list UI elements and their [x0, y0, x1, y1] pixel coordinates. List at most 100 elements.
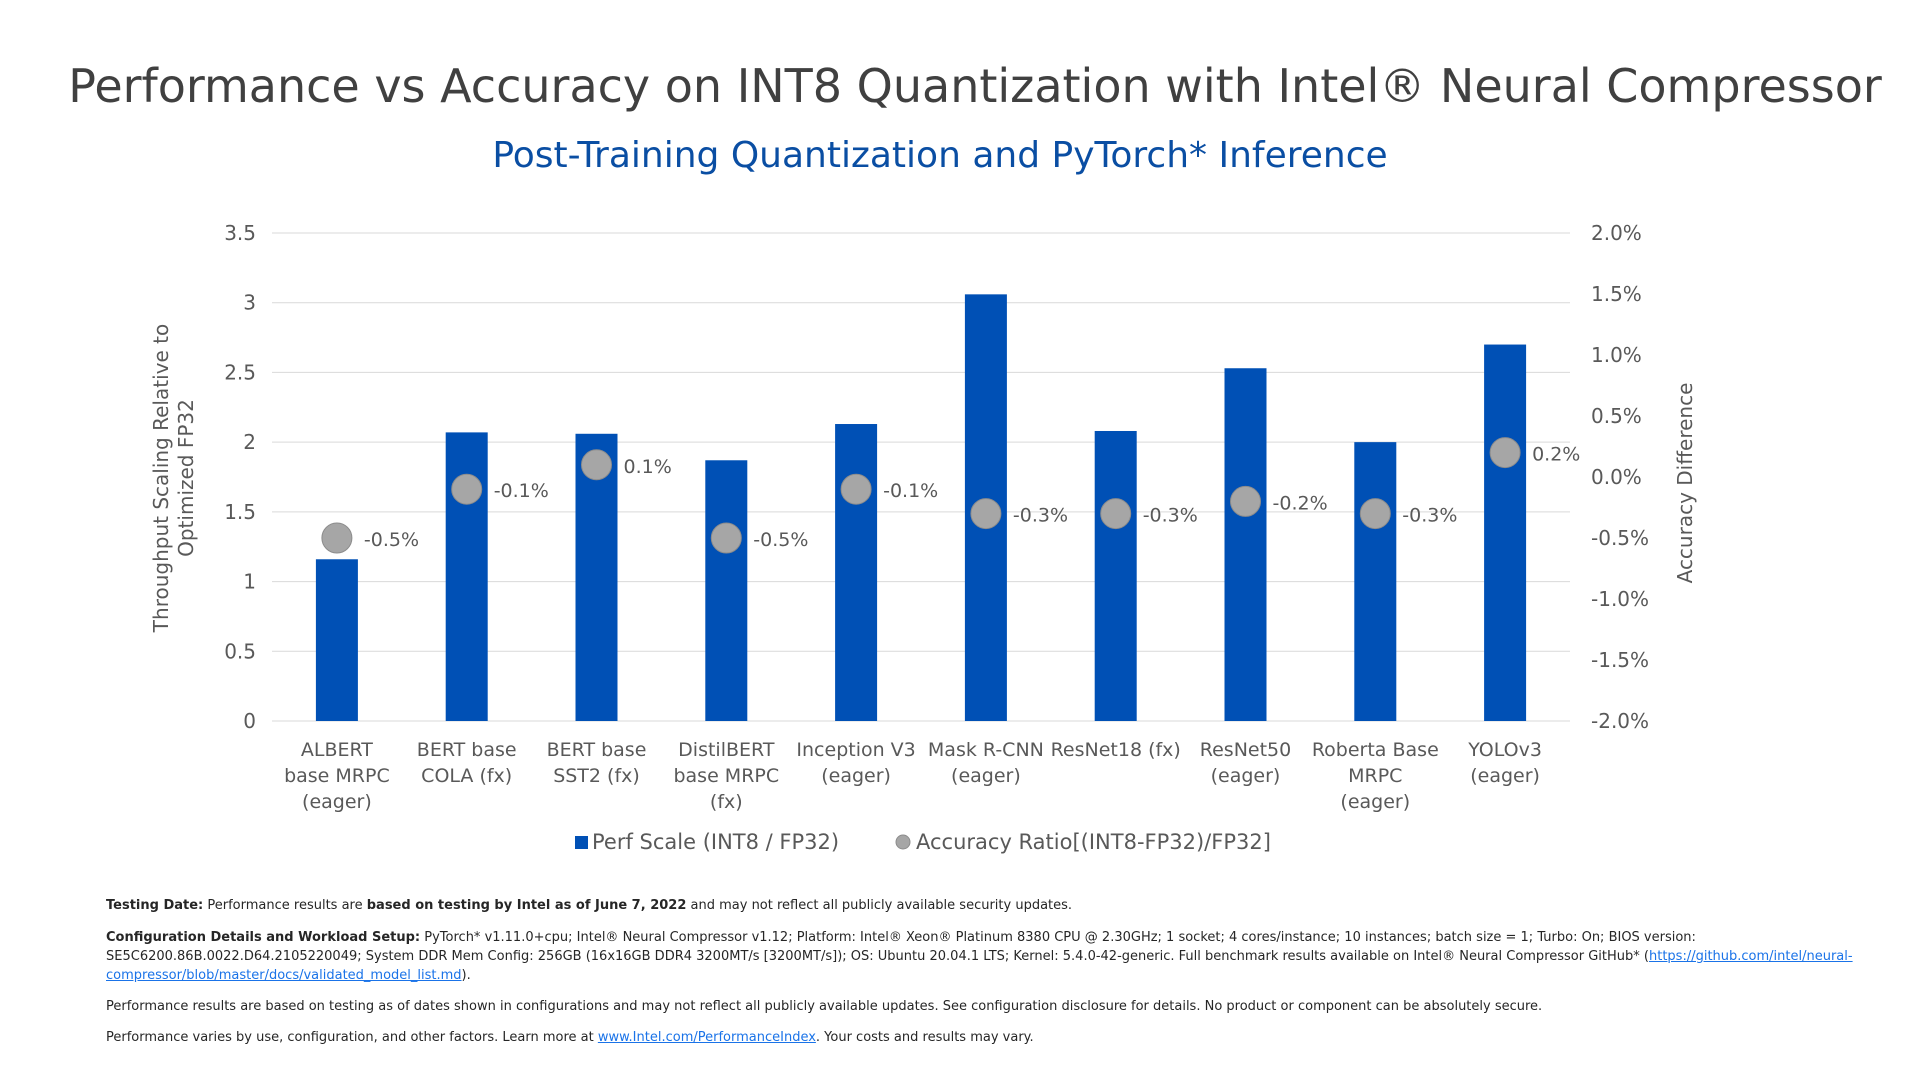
- accuracy-data-label: -0.5%: [364, 529, 419, 551]
- category-label-line: SST2 (fx): [553, 765, 640, 787]
- category-label-line: Inception V3: [796, 739, 915, 761]
- accuracy-data-label: -0.5%: [753, 529, 808, 551]
- accuracy-dot: [1489, 437, 1521, 469]
- category-label-line: BERT base: [417, 739, 517, 761]
- category-label: DistilBERT base MRPC (fx): [673, 739, 779, 813]
- varies-pre: Performance varies by use, configuration…: [106, 1030, 598, 1045]
- accuracy-data-label: 0.1%: [624, 456, 672, 478]
- config-label: Configuration Details and Workload Setup…: [106, 930, 421, 945]
- bar: [1484, 344, 1527, 721]
- right-tick-label: 0.0%: [1591, 465, 1642, 489]
- legend-dot-label: Accuracy Ratio[(INT8-FP32)/FP32]: [916, 830, 1271, 854]
- disclaimer-text: Performance results are based on testing…: [106, 999, 1543, 1014]
- category-label: ResNet18 (fx): [1051, 739, 1181, 761]
- bar: [575, 433, 618, 721]
- category-label-line: (fx): [710, 791, 743, 813]
- accuracy-dot: [321, 522, 353, 554]
- left-tick-label: 1: [243, 570, 256, 594]
- right-tick-label: 2.0%: [1591, 221, 1642, 245]
- accuracy-dot: [581, 449, 612, 481]
- category-label-line: base MRPC: [284, 765, 390, 787]
- testing-date-pre: Performance results are: [203, 898, 367, 913]
- category-label-line: ResNet50: [1200, 739, 1291, 761]
- left-tick-label: 2.5: [224, 360, 256, 384]
- category-label: YOLOv3 (eager): [1467, 739, 1542, 787]
- category-label-line: (eager): [821, 765, 891, 787]
- left-tick-label: 3.5: [224, 221, 256, 245]
- category-labels: ALBERT base MRPC (eager) BERT base COLA (fx)…: [284, 739, 1542, 813]
- right-tick-label: 0.5%: [1591, 404, 1642, 428]
- bar: [1094, 430, 1137, 721]
- config-github-link[interactable]: https://github.com/intel/neural-compress…: [106, 949, 1853, 983]
- legend-bar-label: Perf Scale (INT8 / FP32): [592, 830, 839, 854]
- category-label: ResNet50 (eager): [1200, 739, 1291, 787]
- accuracy-data-label: -0.3%: [1013, 505, 1068, 527]
- category-label-line: base MRPC: [673, 765, 779, 787]
- gridlines: [272, 232, 1570, 722]
- category-label: ALBERT base MRPC (eager): [284, 739, 390, 813]
- category-label-line: (eager): [1211, 765, 1281, 787]
- left-tick-label: 0: [243, 709, 256, 733]
- category-label-line: COLA (fx): [421, 765, 512, 787]
- accuracy-dot: [970, 498, 1002, 530]
- legend-bar-swatch: [575, 836, 588, 849]
- chart-subtitle: Post-Training Quantization and PyTorch* …: [492, 135, 1387, 176]
- right-tick-label: -0.5%: [1591, 526, 1649, 550]
- category-label-line: Mask R-CNN: [928, 739, 1044, 761]
- accuracy-dot: [1230, 485, 1261, 517]
- category-label: Mask R-CNN (eager): [928, 739, 1044, 787]
- category-label-line: ALBERT: [301, 739, 373, 761]
- category-label-line: YOLOv3: [1467, 739, 1542, 761]
- accuracy-data-label: -0.3%: [1402, 505, 1457, 527]
- bar: [705, 460, 748, 721]
- category-label-line: Roberta Base: [1312, 739, 1439, 761]
- category-label: BERT base COLA (fx): [417, 739, 517, 787]
- right-tick-label: -1.0%: [1591, 587, 1649, 611]
- right-axis-ticks: -2.0% -1.5% -1.0% -0.5% 0.0% 0.5% 1.0% 1.5% 2.0%: [1591, 221, 1649, 733]
- category-label-line: DistilBERT: [678, 739, 775, 761]
- varies-post: . Your costs and results may vary.: [815, 1030, 1034, 1045]
- left-axis-title-line2: Optimized FP32: [174, 399, 198, 557]
- footer-varies: Performance varies by use, configuration…: [106, 1028, 1866, 1047]
- category-label-line: MRPC: [1348, 765, 1402, 787]
- legend: Perf Scale (INT8 / FP32) Accuracy Ratio[…: [575, 830, 1271, 854]
- left-tick-label: 2: [243, 430, 256, 454]
- category-label-line: ResNet18 (fx): [1051, 739, 1181, 761]
- category-label-line: (eager): [302, 791, 372, 813]
- footer-testing-date: Testing Date: Performance results are ba…: [106, 896, 1866, 915]
- left-axis-title-line1: Throughput Scaling Relative to: [149, 324, 173, 633]
- accuracy-dot: [1100, 498, 1132, 530]
- testing-date-post: and may not reflect all publicly availab…: [686, 898, 1073, 913]
- left-axis-ticks: 0 0.5 1 1.5 2 2.5 3 3.5: [224, 221, 256, 733]
- testing-date-label: Testing Date:: [106, 898, 204, 913]
- category-label-line: (eager): [1340, 791, 1410, 813]
- category-label-line: (eager): [1470, 765, 1540, 787]
- accuracy-data-label: -0.2%: [1273, 492, 1328, 514]
- category-label-line: BERT base: [547, 739, 647, 761]
- footer-disclaimer: Performance results are based on testing…: [106, 997, 1866, 1016]
- accuracy-dot: [451, 473, 483, 505]
- accuracy-dot: [840, 473, 872, 505]
- performance-index-link[interactable]: www.Intel.com/PerformanceIndex: [597, 1030, 816, 1045]
- category-label: Roberta Base MRPC (eager): [1312, 739, 1439, 813]
- bar: [315, 559, 358, 721]
- left-tick-label: 3: [243, 291, 256, 315]
- accuracy-dot: [710, 522, 742, 554]
- right-axis-title: Accuracy Difference: [1673, 383, 1697, 584]
- right-tick-label: 1.0%: [1591, 343, 1642, 367]
- bars: [315, 294, 1527, 721]
- right-tick-label: -1.5%: [1591, 648, 1649, 672]
- chart: Performance vs Accuracy on INT8 Quantiza…: [68, 59, 1882, 854]
- left-axis-title: Throughput Scaling Relative to Optimized…: [149, 324, 198, 633]
- accuracy-data-label: -0.3%: [1143, 505, 1198, 527]
- config-text: PyTorch* v1.11.0+cpu; Intel® Neural Comp…: [106, 930, 1696, 964]
- bar: [835, 424, 878, 721]
- accuracy-data-label: -0.1%: [494, 480, 549, 502]
- chart-title: Performance vs Accuracy on INT8 Quantiza…: [68, 59, 1882, 113]
- right-tick-label: 1.5%: [1591, 282, 1642, 306]
- accuracy-dots: -0.5% -0.1% 0.1% -0.5% -0.1% -0.3% -0.3% -0.2% -…: [321, 437, 1580, 554]
- left-tick-label: 0.5: [224, 639, 256, 663]
- accuracy-dot: [1359, 498, 1391, 530]
- right-tick-label: -2.0%: [1591, 709, 1649, 733]
- footer-config: Configuration Details and Workload Setup…: [106, 928, 1866, 985]
